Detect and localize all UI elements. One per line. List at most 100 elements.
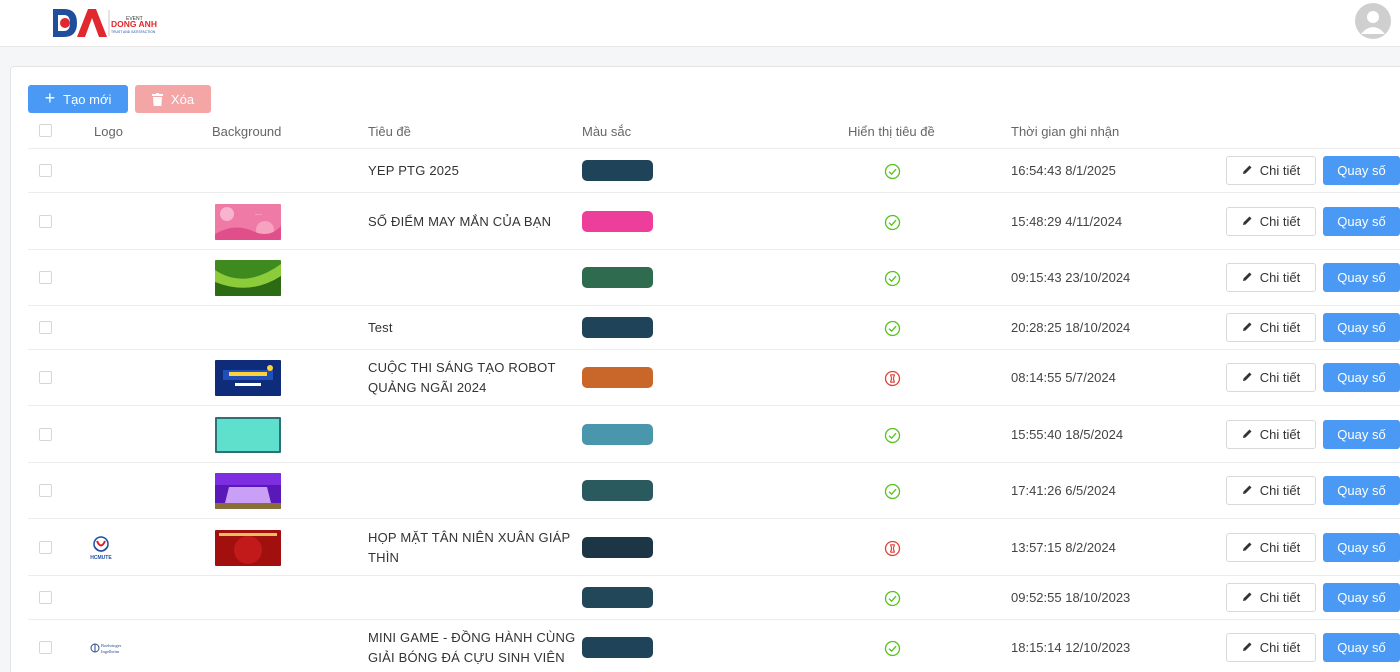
detail-button-label: Chi tiết <box>1259 539 1301 555</box>
row-title-line: THÌN <box>368 549 400 565</box>
background-thumbnail <box>215 416 281 453</box>
detail-button-label: Chi tiết <box>1259 270 1301 285</box>
top-header: EVENT DONG ANH TRUST AND SATISFACTION <box>0 0 1400 47</box>
spin-button[interactable]: Quay số <box>1323 476 1400 505</box>
detail-button-label: Chi tiết <box>1259 640 1301 655</box>
row-checkbox[interactable] <box>39 164 52 177</box>
row-title: CUỘC THI SÁNG TẠO ROBOT QUẢNG NGÃI 2024 <box>368 358 556 398</box>
row-checkbox[interactable] <box>39 641 52 654</box>
row-checkbox[interactable] <box>39 271 52 284</box>
background-thumbnail <box>215 473 281 509</box>
row-title-line: CUỘC THI SÁNG TẠO ROBOT <box>368 360 556 375</box>
detail-button-label: Chi tiết <box>1259 213 1301 229</box>
svg-text:HCMUTE: HCMUTE <box>90 555 112 560</box>
check-circle-icon <box>884 640 901 657</box>
brand-logo[interactable]: EVENT DONG ANH TRUST AND SATISFACTION <box>50 6 162 40</box>
plus-icon: + <box>44 88 56 108</box>
spin-button[interactable]: Quay số <box>1323 206 1400 236</box>
table-row: CUỘC THI SÁNG TẠO ROBOT QUẢNG NGÃI 2024 08… <box>28 349 1400 405</box>
select-all-checkbox[interactable] <box>39 124 52 137</box>
svg-text:Ingelheim: Ingelheim <box>101 649 120 654</box>
row-title: MINI GAME - ĐỒNG HÀNH CÙNG GIẢI BÓNG ĐÁ C… <box>368 628 575 668</box>
row-checkbox[interactable] <box>39 540 52 554</box>
recorded-time: 16:54:43 8/1/2025 <box>1011 163 1116 178</box>
svg-text:~~~: ~~~ <box>255 212 263 217</box>
column-header-logo[interactable]: Logo <box>94 124 123 139</box>
color-swatch <box>582 637 653 658</box>
recorded-time: 15:48:29 4/11/2024 <box>1011 213 1123 229</box>
pencil-icon <box>1242 540 1253 555</box>
pencil-icon <box>1242 370 1253 385</box>
color-swatch <box>582 423 653 445</box>
row-title-line: YEP PTG 2025 <box>368 163 460 178</box>
color-swatch <box>582 317 653 338</box>
hourglass-icon <box>884 540 901 557</box>
column-header-title[interactable]: Tiêu đề <box>368 124 411 139</box>
color-swatch <box>582 267 653 288</box>
check-circle-icon <box>884 320 901 337</box>
pencil-icon <box>1242 163 1253 178</box>
delete-button-label: Xóa <box>170 91 195 107</box>
row-title-line: QUẢNG NGÃI 2024 <box>368 380 487 395</box>
column-header-color[interactable]: Màu sắc <box>582 124 632 139</box>
spin-button[interactable]: Quay số <box>1323 156 1400 185</box>
recorded-time: 17:41:26 6/5/2024 <box>1011 483 1116 498</box>
column-header-recorded-time[interactable]: Thời gian ghi nhận <box>1011 124 1120 139</box>
spin-button[interactable]: Quay số <box>1323 419 1400 449</box>
row-title-line: GIẢI BÓNG ĐÁ CỰU SINH VIÊN <box>368 650 565 665</box>
color-swatch <box>582 587 653 608</box>
row-checkbox[interactable] <box>39 321 52 334</box>
color-swatch <box>582 480 653 501</box>
svg-text:Boehringer: Boehringer <box>101 643 122 648</box>
detail-button[interactable]: Chi tiết <box>1226 583 1316 612</box>
spin-button[interactable]: Quay số <box>1323 583 1400 612</box>
pencil-icon <box>1242 590 1253 605</box>
detail-button[interactable]: Chi tiết <box>1226 263 1316 292</box>
pencil-icon <box>1242 427 1253 442</box>
detail-button[interactable]: Chi tiết <box>1226 206 1316 236</box>
row-checkbox[interactable] <box>39 214 52 228</box>
svg-text:EVENT: EVENT <box>126 16 143 22</box>
row-checkbox[interactable] <box>39 484 52 497</box>
detail-button[interactable]: Chi tiết <box>1226 363 1316 392</box>
background-thumbnail <box>215 360 281 396</box>
boehringer-logo: Boehringer Ingelheim <box>90 641 128 658</box>
svg-text:TRUST AND SATISFACTION: TRUST AND SATISFACTION <box>111 30 156 34</box>
create-button[interactable]: + Tạo mới <box>28 85 128 113</box>
detail-button[interactable]: Chi tiết <box>1226 633 1316 662</box>
detail-button[interactable]: Chi tiết <box>1226 156 1316 185</box>
column-header-background[interactable]: Background <box>212 124 282 139</box>
column-header-show-title[interactable]: Hiển thị tiêu đề <box>848 124 935 139</box>
row-title: YEP PTG 2025 <box>368 161 459 181</box>
row-title: Test <box>368 318 393 338</box>
check-circle-icon <box>884 163 901 180</box>
check-circle-icon <box>884 590 901 607</box>
row-checkbox[interactable] <box>39 371 52 384</box>
pencil-icon <box>1242 320 1253 335</box>
spin-button[interactable]: Quay số <box>1323 363 1400 392</box>
color-swatch <box>582 210 653 232</box>
create-button-label: Tạo mới <box>63 91 112 107</box>
detail-button-label: Chi tiết <box>1259 590 1301 605</box>
check-circle-icon <box>884 270 901 287</box>
row-title-line: SỐ ĐIỂM MAY MẮN CỦA BẠN <box>368 213 552 229</box>
table-row: 09:52:55 18/10/2023 Chi tiết Quay số <box>28 575 1400 619</box>
row-title-line: HỌP MẶT TÂN NIÊN XUÂN GIÁP <box>368 529 571 545</box>
detail-button[interactable]: Chi tiết <box>1226 476 1316 505</box>
table-row: 09:15:43 23/10/2024 Chi tiết Quay số <box>28 249 1400 305</box>
row-checkbox[interactable] <box>39 427 52 441</box>
detail-button[interactable]: Chi tiết <box>1226 532 1316 562</box>
user-icon <box>1361 11 1385 34</box>
delete-button[interactable]: Xóa <box>135 85 211 113</box>
detail-button[interactable]: Chi tiết <box>1226 313 1316 342</box>
spin-button[interactable]: Quay số <box>1323 263 1400 292</box>
row-title-line: Test <box>368 320 393 335</box>
detail-button[interactable]: Chi tiết <box>1226 419 1316 449</box>
spin-button[interactable]: Quay số <box>1323 313 1400 342</box>
spin-button[interactable]: Quay số <box>1323 532 1400 562</box>
detail-button-label: Chi tiết <box>1259 320 1301 335</box>
recorded-time: 15:55:40 18/5/2024 <box>1011 426 1124 442</box>
spin-button[interactable]: Quay số <box>1323 633 1400 662</box>
row-checkbox[interactable] <box>39 591 52 604</box>
user-avatar[interactable] <box>1355 3 1391 39</box>
